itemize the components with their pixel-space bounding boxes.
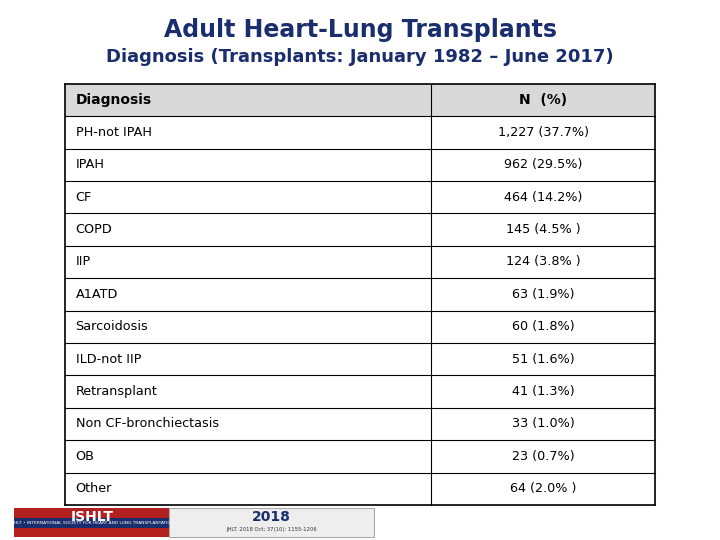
Text: 63 (1.9%): 63 (1.9%) (512, 288, 575, 301)
Text: A1ATD: A1ATD (76, 288, 118, 301)
Text: 64 (2.0% ): 64 (2.0% ) (510, 482, 576, 495)
Text: Non CF-bronchiectasis: Non CF-bronchiectasis (76, 417, 219, 430)
Text: ISHLT: ISHLT (71, 510, 113, 524)
Text: 145 (4.5% ): 145 (4.5% ) (505, 223, 580, 236)
Text: Diagnosis: Diagnosis (76, 93, 152, 107)
Text: Sarcoidosis: Sarcoidosis (76, 320, 148, 333)
Text: 124 (3.8% ): 124 (3.8% ) (505, 255, 580, 268)
Text: 33 (1.0%): 33 (1.0%) (512, 417, 575, 430)
Text: ISHLT • INTERNATIONAL SOCIETY FOR HEART AND LUNG TRANSPLANTATION: ISHLT • INTERNATIONAL SOCIETY FOR HEART … (10, 521, 174, 525)
Text: 962 (29.5%): 962 (29.5%) (504, 158, 582, 171)
Text: Retransplant: Retransplant (76, 385, 158, 398)
Text: Adult Heart-Lung Transplants: Adult Heart-Lung Transplants (163, 18, 557, 42)
Text: COPD: COPD (76, 223, 112, 236)
Text: JHLT. 2018 Oct; 37(10): 1155-1206: JHLT. 2018 Oct; 37(10): 1155-1206 (226, 528, 318, 532)
Text: OB: OB (76, 450, 94, 463)
Text: 23 (0.7%): 23 (0.7%) (512, 450, 575, 463)
Text: IIP: IIP (76, 255, 91, 268)
Text: N  (%): N (%) (519, 93, 567, 107)
Text: IPAH: IPAH (76, 158, 104, 171)
Text: CF: CF (76, 191, 92, 204)
Text: 41 (1.3%): 41 (1.3%) (512, 385, 575, 398)
Text: 2018: 2018 (253, 510, 291, 524)
Text: PH-not IPAH: PH-not IPAH (76, 126, 152, 139)
Text: 60 (1.8%): 60 (1.8%) (512, 320, 575, 333)
Text: Other: Other (76, 482, 112, 495)
Text: 51 (1.6%): 51 (1.6%) (512, 353, 575, 366)
Text: 464 (14.2%): 464 (14.2%) (504, 191, 582, 204)
Text: ILD-not IIP: ILD-not IIP (76, 353, 141, 366)
Text: Diagnosis (Transplants: January 1982 – June 2017): Diagnosis (Transplants: January 1982 – J… (106, 48, 614, 66)
Text: 1,227 (37.7%): 1,227 (37.7%) (498, 126, 588, 139)
